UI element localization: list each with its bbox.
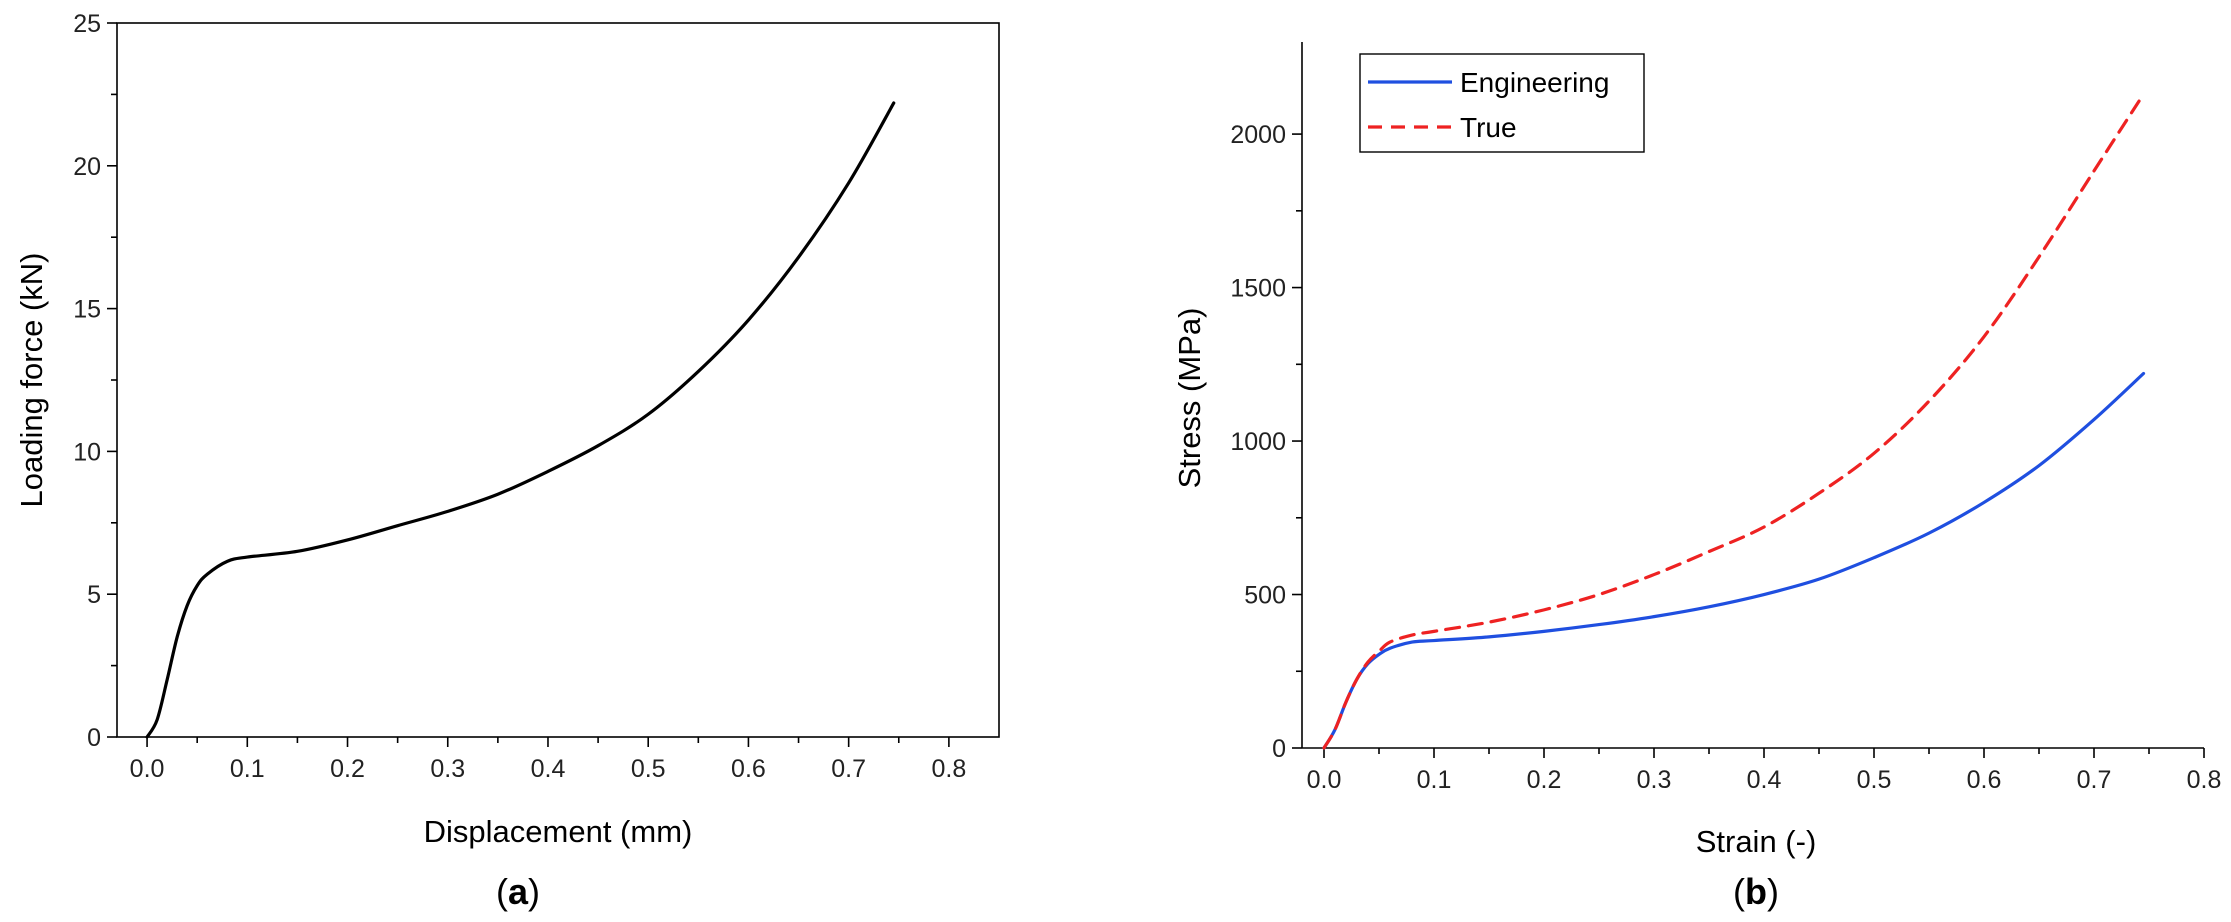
y-tick-label-b: 0 — [1272, 735, 1286, 763]
x-tick-label-a: 0.0 — [130, 755, 165, 783]
x-tick-label-b: 0.8 — [2187, 766, 2222, 794]
y-tick-label-a: 10 — [73, 438, 101, 466]
chart-panel-a: 0.0 0.1 0.2 0.3 0.4 0.5 0.6 0.7 0.8 0 5 10 15 20 25 Di… — [14, 10, 1000, 912]
x-tick-label-b: 0.2 — [1527, 766, 1562, 794]
x-axis-title-a: Displacement (mm) — [424, 814, 693, 849]
legend-label-true: True — [1460, 112, 1517, 143]
x-tick-label-b: 0.6 — [1967, 766, 2002, 794]
x-tick-label-a: 0.1 — [230, 755, 265, 783]
y-tick-label-a: 20 — [73, 153, 101, 181]
y-tick-label-a: 5 — [87, 581, 101, 609]
series-line-b-true — [1322, 92, 2146, 750]
axis-ticks-a: 0.0 0.1 0.2 0.3 0.4 0.5 0.6 0.7 0.8 0 5 10 15 20 25 — [73, 10, 966, 783]
y-tick-label-b: 500 — [1244, 582, 1286, 610]
y-tick-label-b: 1000 — [1230, 428, 1286, 456]
panel-label-b: (b) — [1733, 871, 1779, 912]
x-tick-label-a: 0.5 — [631, 755, 666, 783]
x-tick-label-b: 0.0 — [1307, 766, 1342, 794]
panel-label-a: (a) — [496, 871, 540, 912]
x-tick-label-a: 0.4 — [531, 755, 566, 783]
panel-letter-a: a — [508, 871, 529, 912]
x-tick-label-b: 0.7 — [2077, 766, 2112, 794]
x-axis-title-b: Strain (-) — [1696, 824, 1817, 859]
x-tick-label-a: 0.2 — [330, 755, 365, 783]
x-tick-label-b: 0.3 — [1637, 766, 1672, 794]
legend-box — [1359, 53, 1645, 153]
chart-panel-b: 0.0 0.1 0.2 0.3 0.4 0.5 0.6 0.7 0.8 0 500 1000 1500 2… — [1172, 42, 2221, 912]
x-tick-label-a: 0.6 — [731, 755, 766, 783]
plot-frame-a — [116, 22, 1000, 738]
series-line-a-loading-force — [145, 101, 896, 739]
y-tick-label-a: 15 — [73, 296, 101, 324]
legend-b: Engineering True — [1359, 53, 1645, 153]
x-tick-label-a: 0.3 — [430, 755, 465, 783]
x-tick-label-b: 0.1 — [1417, 766, 1452, 794]
series-line-b-engineering — [1322, 371, 2146, 750]
series-group-a — [145, 101, 896, 739]
x-tick-label-b: 0.5 — [1857, 766, 1892, 794]
y-tick-label-b: 2000 — [1230, 121, 1286, 149]
x-tick-label-a: 0.7 — [831, 755, 866, 783]
y-axis-title-a: Loading force (kN) — [14, 252, 49, 507]
legend-label-engineering: Engineering — [1460, 67, 1609, 98]
x-tick-label-a: 0.8 — [932, 755, 967, 783]
x-tick-label-b: 0.4 — [1747, 766, 1782, 794]
y-tick-label-b: 1500 — [1230, 275, 1286, 303]
y-tick-label-a: 0 — [87, 724, 101, 752]
axis-ticks-b: 0.0 0.1 0.2 0.3 0.4 0.5 0.6 0.7 0.8 0 500 1000 1500 2… — [1230, 121, 2221, 794]
panel-letter-b: b — [1745, 871, 1767, 912]
series-group-b — [1322, 92, 2146, 750]
y-axis-title-b: Stress (MPa) — [1172, 308, 1207, 489]
y-tick-label-a: 25 — [73, 10, 101, 38]
